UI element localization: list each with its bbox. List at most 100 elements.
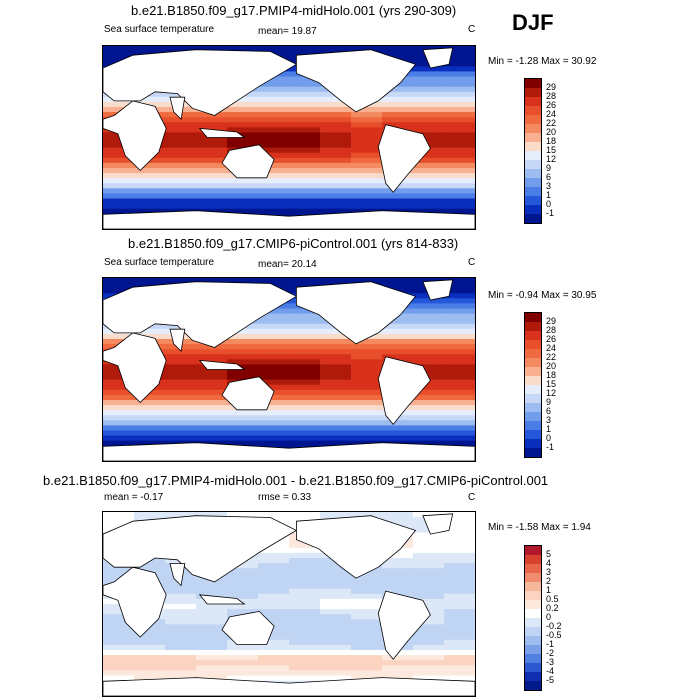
heatmap-cell	[258, 203, 290, 210]
heatmap-cell	[227, 107, 259, 113]
heatmap-cell	[413, 593, 445, 600]
heatmap-cell	[103, 278, 135, 284]
heatmap-cell	[413, 547, 445, 554]
heatmap-cell	[227, 359, 259, 366]
heatmap-cell	[382, 420, 414, 427]
heatmap-cell	[227, 193, 259, 200]
heatmap-cell	[413, 430, 445, 437]
heatmap-cell	[351, 112, 383, 118]
heatmap-cell	[444, 604, 475, 610]
heatmap-cell	[444, 81, 475, 88]
heatmap-cell	[227, 112, 259, 118]
heatmap-cell	[227, 122, 259, 128]
heatmap-cell	[103, 573, 135, 580]
heatmap-cell	[258, 354, 290, 360]
colorbar-swatch	[525, 573, 541, 582]
heatmap-cell	[134, 675, 166, 682]
heatmap-cell	[258, 333, 290, 340]
heatmap-cell	[444, 318, 475, 325]
heatmap-cell	[103, 430, 135, 437]
heatmap-cell	[444, 593, 475, 600]
colorbar-tick-label: 29	[546, 82, 557, 92]
heatmap-cell	[351, 147, 383, 154]
heatmap-cell	[196, 400, 228, 406]
heatmap-cell	[165, 349, 197, 355]
heatmap-cell	[413, 639, 445, 646]
heatmap-cell	[196, 183, 228, 189]
continent-outline	[103, 49, 298, 116]
heatmap-cell	[444, 86, 475, 93]
heatmap-cell	[196, 278, 228, 284]
heatmap-cell	[165, 394, 197, 401]
heatmap-cell	[227, 208, 259, 215]
heatmap-cell	[444, 609, 475, 615]
heatmap-cell	[320, 183, 352, 189]
heatmap-cell	[165, 639, 197, 646]
heatmap-cell	[320, 578, 352, 585]
heatmap-cell	[227, 644, 259, 651]
heatmap-cell	[258, 86, 290, 93]
heatmap-cell	[413, 71, 445, 78]
heatmap-cell	[351, 400, 383, 406]
heatmap-cell	[444, 629, 475, 636]
colorbar-strip	[524, 312, 542, 458]
heatmap-cell	[351, 379, 383, 386]
heatmap-cell	[258, 308, 290, 315]
heatmap-cell	[165, 127, 197, 134]
colorbar-tick-label: -2	[546, 648, 555, 658]
heatmap-cell	[165, 614, 197, 620]
colorbar-swatch	[525, 106, 541, 115]
colorbar-swatch	[525, 376, 541, 385]
continent-outline	[422, 47, 454, 69]
heatmap-cell	[351, 168, 383, 174]
heatmap-cell	[258, 415, 290, 421]
heatmap-cell	[351, 650, 383, 656]
heatmap-cell	[134, 639, 166, 646]
panel-2-heatmap	[103, 278, 475, 461]
heatmap-cell	[165, 415, 197, 421]
heatmap-cell	[227, 117, 259, 123]
heatmap-cell	[258, 173, 290, 179]
continent-outline	[377, 356, 431, 426]
heatmap-cell	[413, 101, 445, 108]
heatmap-cell	[320, 162, 352, 169]
heatmap-cell	[289, 339, 321, 345]
heatmap-cell	[258, 425, 290, 432]
heatmap-cell	[413, 168, 445, 174]
heatmap-cell	[289, 425, 321, 432]
heatmap-cell	[289, 354, 321, 360]
heatmap-cell	[258, 183, 290, 189]
heatmap-cell	[134, 193, 166, 200]
heatmap-cell	[444, 178, 475, 184]
heatmap-cell	[227, 374, 259, 381]
heatmap-cell	[227, 435, 259, 442]
heatmap-cell	[258, 614, 290, 620]
colorbar-tick-label: 6	[546, 406, 552, 416]
heatmap-cell	[382, 563, 414, 569]
heatmap-cell	[382, 283, 414, 289]
colorbar-swatch	[525, 618, 541, 627]
heatmap-cell	[413, 644, 445, 651]
colorbar-tick-label: 3	[546, 415, 552, 425]
heatmap-cell	[289, 183, 321, 189]
heatmap-cell	[351, 374, 383, 381]
heatmap-cell	[351, 573, 383, 580]
heatmap-cell	[165, 193, 197, 200]
heatmap-cell	[103, 675, 135, 682]
heatmap-cell	[103, 400, 135, 406]
heatmap-cell	[444, 420, 475, 427]
heatmap-cell	[382, 354, 414, 360]
heatmap-cell	[289, 107, 321, 113]
heatmap-cell	[320, 333, 352, 340]
heatmap-cell	[258, 405, 290, 411]
heatmap-cell	[134, 400, 166, 406]
heatmap-cell	[134, 670, 166, 677]
colorbar-swatch	[525, 160, 541, 169]
heatmap-cell	[351, 410, 383, 416]
heatmap-cell	[444, 96, 475, 103]
heatmap-cell	[444, 583, 475, 590]
heatmap-cell	[444, 430, 475, 437]
heatmap-cell	[258, 578, 290, 585]
heatmap-cell	[382, 425, 414, 432]
heatmap-cell	[413, 183, 445, 189]
